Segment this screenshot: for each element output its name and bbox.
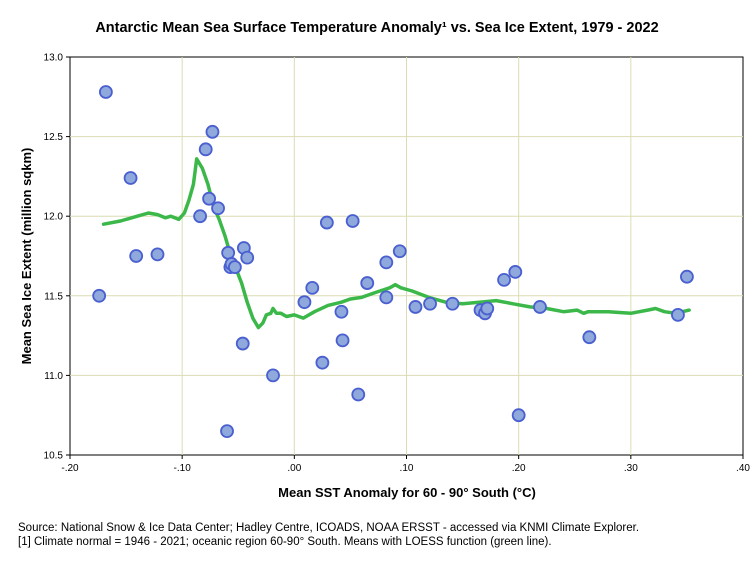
data-point [211,201,225,216]
data-point [150,247,165,262]
data-point [533,300,547,314]
data-point [297,295,312,310]
data-point [345,214,360,228]
data-point [335,333,350,348]
data-point [379,290,394,305]
data-point [497,272,511,287]
data-point [205,124,220,139]
data-point [319,215,334,230]
data-point [123,171,138,185]
data-point [315,355,330,370]
data-point [511,408,526,423]
data-point [508,265,523,279]
x-axis-title: Mean SST Anomaly for 60 - 90° South (°C) [278,485,536,500]
data-point [202,191,216,206]
data-point [220,424,234,439]
data-point [351,387,366,402]
x-tick-label: .00 [287,463,301,474]
x-tick-label: .40 [736,463,750,474]
climate-normal-note: [1] Climate normal = 1946 - 2021; oceani… [18,536,552,548]
data-point [423,296,437,311]
data-point [305,280,320,295]
data-point [582,330,597,345]
x-tick-label: -.10 [174,463,192,474]
data-point [334,304,349,319]
data-point [266,368,280,383]
data-point [680,269,694,284]
data-point [360,276,375,290]
y-axis-title: Mean Sea Ice Extent (million sqkm) [19,148,34,365]
y-tick-label: 10.5 [44,451,64,462]
data-point [392,244,407,259]
x-axis-ticks: -.20 -.10 .00 .10 .20 .30 .40 [61,455,750,474]
data-point [221,245,236,260]
data-point [240,250,255,265]
y-axis-ticks: 10.5 11.0 11.5 12.0 12.5 13.0 [44,53,70,462]
y-tick-label: 11.5 [44,291,63,302]
source-note: Source: National Snow & Ice Data Center;… [18,522,640,534]
data-point [671,308,685,322]
data-point [98,85,113,99]
data-points [92,85,694,439]
data-point [445,296,460,311]
data-point [193,209,208,224]
data-point [379,255,394,270]
data-point [198,142,213,157]
data-point [235,336,250,351]
x-tick-label: .30 [624,463,638,474]
footnotes: Source: National Snow & Ice Data Center;… [18,521,639,549]
y-tick-label: 12.5 [44,132,64,143]
chart-title: Antarctic Mean Sea Surface Temperature A… [95,20,659,36]
data-point [129,249,144,263]
data-point [408,300,423,314]
data-point [480,301,495,316]
data-point [227,260,242,275]
x-tick-label: .10 [400,463,414,474]
y-tick-label: 11.0 [44,371,63,382]
x-tick-label: -.20 [61,463,79,474]
data-point [92,288,107,303]
y-tick-label: 12.0 [44,212,64,223]
loess-line [101,157,691,330]
x-tick-label: .20 [512,463,526,474]
y-tick-label: 13.0 [44,53,64,64]
